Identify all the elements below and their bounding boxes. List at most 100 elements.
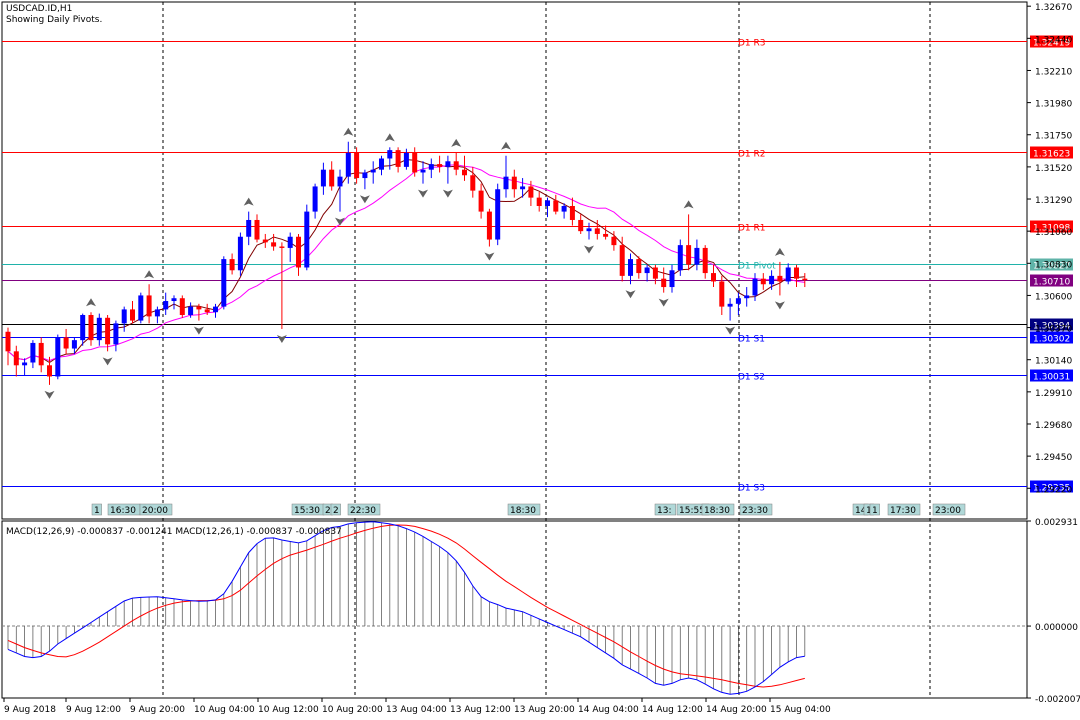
price-tag-box	[1030, 146, 1073, 159]
pivot-name-label: D1 R3	[738, 39, 766, 49]
session-label-text: 18:30	[510, 506, 536, 516]
time-axis-label: 14 Aug 12:00	[642, 705, 703, 715]
bull-candle	[769, 275, 775, 285]
bear-candle	[179, 298, 185, 315]
bull-candle	[71, 340, 77, 349]
fractal-up-arrow	[144, 270, 155, 279]
bear-candle	[395, 150, 401, 167]
bear-candle	[702, 247, 708, 274]
bull-candle	[420, 169, 426, 173]
bear-candle	[611, 236, 617, 246]
time-axis-label: 14 Aug 04:00	[578, 705, 639, 715]
session-label-box	[91, 503, 102, 516]
bull-candle	[312, 186, 318, 212]
pivot-levels: D1 R3 1.32419 D1 R2 1.31623 D1 R1 1.31098 D1 P…	[2, 35, 1073, 494]
price-tag-text: 1.29235	[1033, 484, 1070, 494]
pivot-name-label: D1 S1	[738, 335, 765, 345]
pivot-name-label: D1 R1	[738, 224, 766, 234]
bear-candle	[196, 306, 202, 310]
session-label-text: 2	[325, 506, 331, 516]
bear-candle	[470, 175, 476, 191]
bear-candle	[38, 342, 44, 366]
bull-candle	[669, 270, 675, 288]
price-tag-box	[1030, 220, 1073, 233]
bull-candle	[304, 211, 310, 268]
bear-candle	[412, 152, 418, 173]
bear-candle	[619, 245, 625, 276]
bull-candle	[628, 259, 633, 276]
bear-candle	[130, 309, 135, 321]
session-label-box	[869, 503, 880, 516]
fractal-down-arrow	[335, 217, 345, 226]
time-axis-label: 10 Aug 04:00	[194, 705, 255, 715]
fractal-arrows	[44, 127, 785, 399]
macd-panel: 0.002931 0.000000 -0.002007	[2, 518, 1080, 705]
bear-candle	[569, 206, 575, 220]
price-axis-label: 1.30370	[1035, 325, 1072, 335]
price-axis-label: 1.29910	[1035, 389, 1072, 399]
pivot-name-label: D1 R2	[738, 150, 766, 160]
bull-candle	[221, 259, 227, 307]
bull-candle	[694, 247, 700, 265]
bull-candle	[320, 169, 326, 187]
session-label-text: 15:30	[294, 506, 320, 516]
fractal-up-arrow	[774, 247, 785, 256]
price-axis-label: 1.30830	[1035, 260, 1072, 270]
fractal-down-arrow	[584, 245, 594, 254]
fractal-up-arrow	[343, 127, 354, 136]
chart-frames	[1, 1, 1028, 699]
bull-candle	[752, 278, 758, 296]
bear-candle	[802, 278, 808, 281]
fractal-down-arrow	[774, 301, 785, 310]
bear-candle	[5, 331, 11, 352]
chart-symbol-title: USDCAD.ID,H1	[6, 4, 73, 14]
bull-candle	[503, 176, 509, 190]
price-tag-text: 1.31098	[1033, 224, 1070, 234]
bull-candle	[337, 176, 343, 187]
session-label-box	[507, 503, 541, 516]
bull-candle	[213, 306, 218, 313]
fractal-down-arrow	[102, 357, 113, 366]
main-panel-frame	[1, 1, 1028, 520]
time-axis-label: 14 Aug 20:00	[706, 705, 767, 715]
price-axis-label: 1.29450	[1035, 453, 1072, 463]
session-label-text: 15:55	[679, 506, 705, 516]
session-label-box	[887, 503, 921, 516]
bull-candle	[121, 309, 127, 324]
bear-candle	[271, 242, 277, 247]
time-axis-label: 9 Aug 12:00	[66, 705, 121, 715]
bull-candle	[163, 301, 169, 310]
price-axis-label: 1.32670	[1035, 3, 1072, 13]
bear-candle	[719, 281, 725, 307]
price-tag-box	[1030, 258, 1073, 271]
price-tag-text: 1.30031	[1033, 373, 1070, 383]
macd-axis-label: 0.000000	[1035, 623, 1078, 633]
bull-candle	[96, 317, 102, 341]
pivot-name-label: D1 Pivot	[738, 262, 776, 272]
bear-candle	[146, 295, 152, 317]
fractal-down-arrow	[442, 189, 453, 198]
fractal-down-arrow	[276, 334, 287, 343]
bull-candle	[154, 309, 160, 317]
bear-candle	[594, 228, 600, 234]
bull-candle	[677, 245, 683, 271]
fractal-up-arrow	[683, 200, 694, 209]
bear-candle	[794, 267, 799, 279]
bull-candle	[644, 267, 650, 274]
bear-candle	[760, 278, 766, 285]
bear-candle	[279, 246, 285, 248]
bull-candle	[785, 267, 791, 282]
price-axis: 1.32670 1.32440 1.32210 1.31980 1.31750 1.315…	[1027, 3, 1072, 495]
time-axis-label: 9 Aug 2018	[4, 705, 56, 715]
moving-averages	[7, 159, 805, 364]
bull-candle	[345, 152, 351, 177]
price-tag-box	[1030, 369, 1073, 382]
time-axis-label: 10 Aug 20:00	[322, 705, 383, 715]
session-label-text: 2	[333, 506, 339, 516]
time-axis-label: 13 Aug 04:00	[386, 705, 447, 715]
bull-candle	[586, 228, 592, 232]
fractal-down-arrow	[44, 390, 55, 399]
current-price-tag-text: 1.30710	[1033, 278, 1070, 288]
bull-candle	[495, 189, 501, 240]
